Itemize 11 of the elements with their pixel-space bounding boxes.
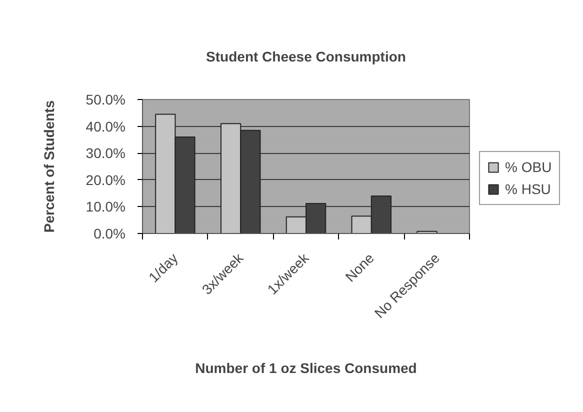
y-tick-label: 40.0%: [86, 118, 126, 134]
chart-title: Student Cheese Consumption: [206, 48, 406, 64]
y-tick-label: 50.0%: [86, 92, 126, 108]
x-axis-title: Number of 1 oz Slices Consumed: [195, 360, 417, 376]
legend-label: % OBU: [505, 159, 552, 175]
y-tick-label: 20.0%: [86, 172, 126, 188]
y-tick-label: 0.0%: [94, 226, 126, 242]
y-tick-label: 10.0%: [86, 198, 126, 215]
y-axis-title: Percent of Students: [40, 100, 57, 233]
y-tick-label: 30.0%: [86, 145, 126, 162]
legend-label: % HSU: [505, 181, 551, 197]
